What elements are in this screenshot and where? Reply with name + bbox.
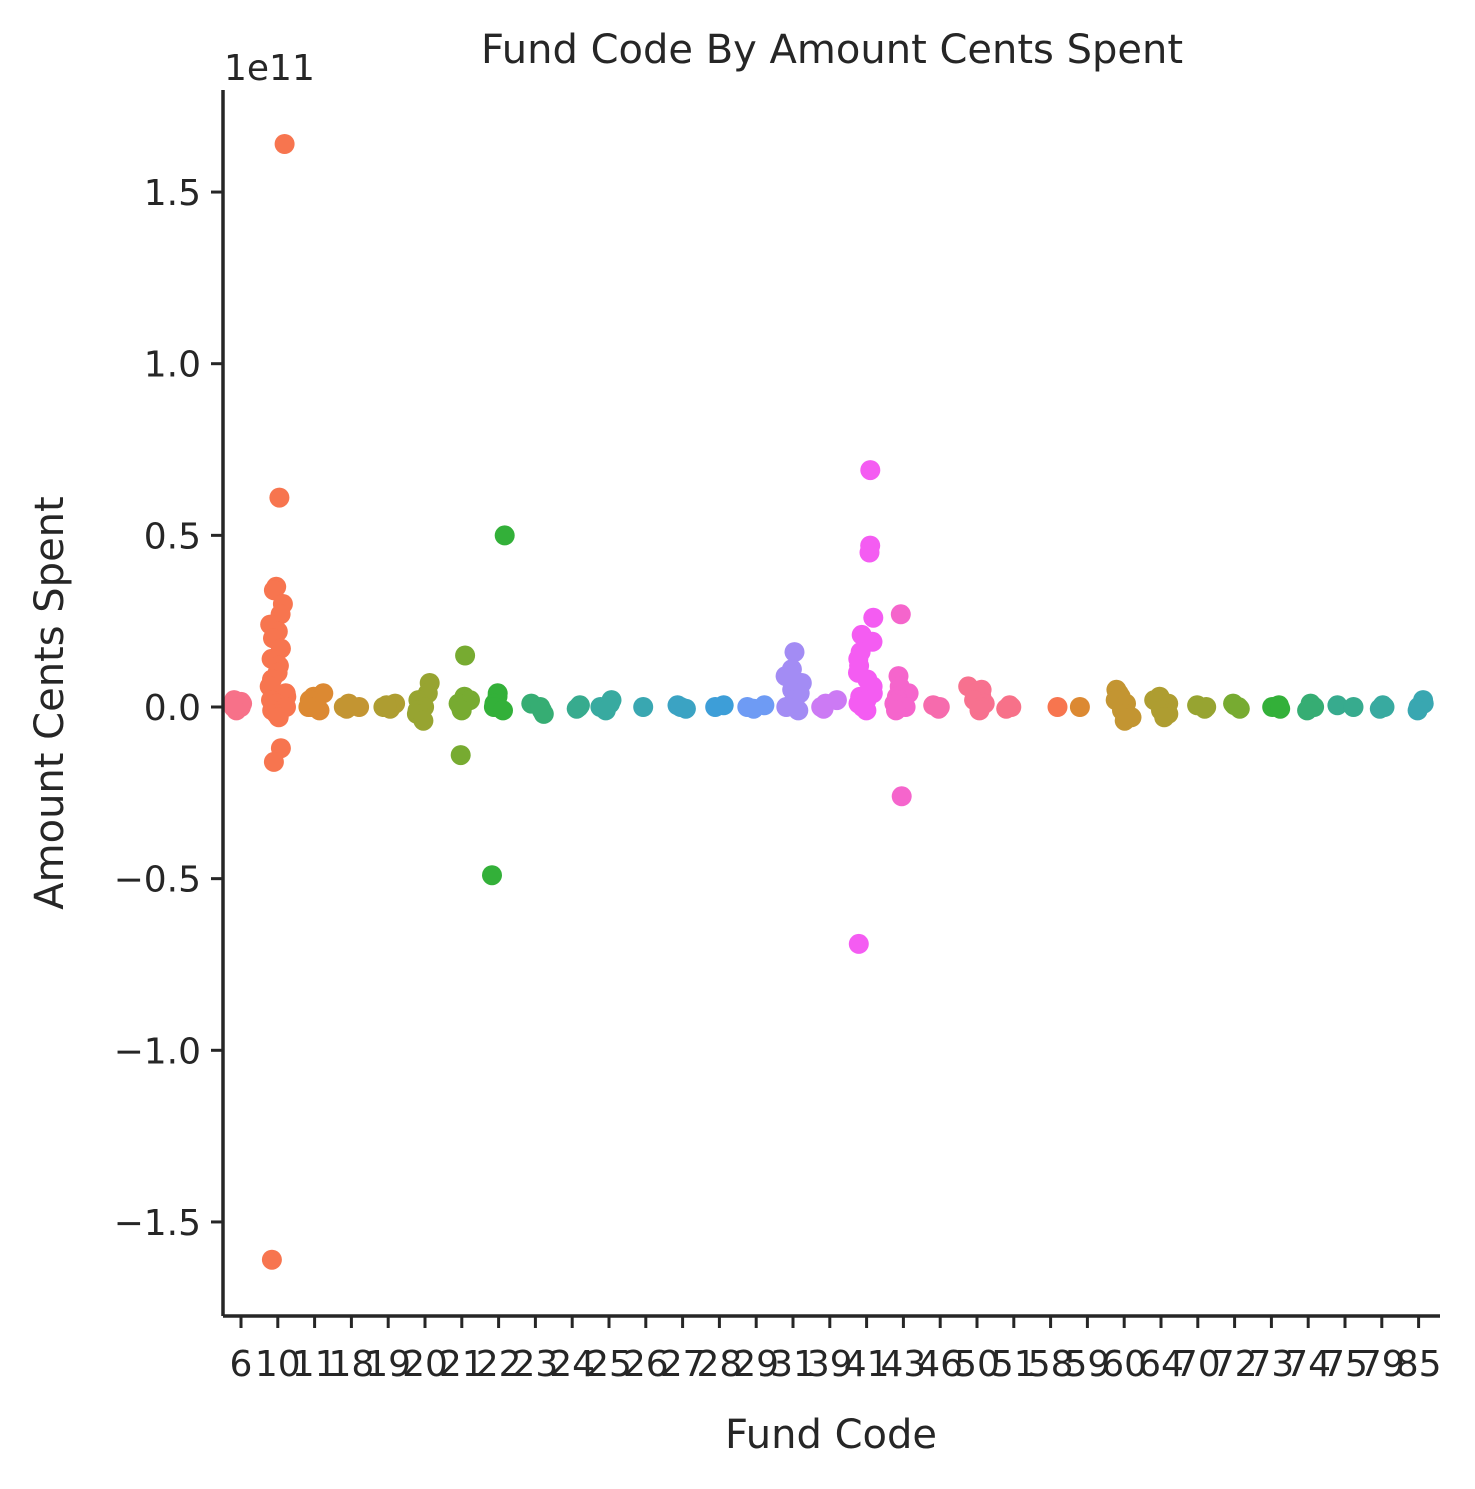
data-point [336, 698, 357, 719]
data-point [223, 697, 244, 717]
x-tick-label: 28 [696, 1344, 742, 1385]
x-tick-label: 24 [549, 1344, 595, 1385]
data-point [1407, 700, 1428, 721]
x-tick-label: 79 [1359, 1344, 1405, 1385]
y-axis-ticks: −1.5 −1.0 −0.5 0.0 0.5 1.0 1.5 [114, 173, 223, 1244]
x-tick-label: 39 [807, 1344, 853, 1385]
data-point [848, 933, 869, 954]
data-point [566, 698, 587, 719]
x-tick-label: 59 [1064, 1344, 1110, 1385]
x-tick-label: 18 [328, 1344, 374, 1385]
y-tick-label: −0.5 [114, 860, 201, 901]
x-tick-label: 50 [954, 1344, 1000, 1385]
data-point [996, 698, 1017, 719]
y-tick-label: 1.0 [144, 345, 201, 386]
data-point [675, 698, 696, 719]
x-tick-label: 25 [586, 1344, 632, 1385]
y-tick-label: 0.0 [144, 688, 201, 729]
x-tick-label: 60 [1101, 1344, 1147, 1385]
data-point [309, 700, 330, 721]
x-tick-label: 41 [844, 1344, 890, 1385]
data-point [1114, 710, 1135, 731]
data-point [269, 487, 290, 508]
data-point [1327, 695, 1348, 716]
data-point [863, 607, 884, 628]
data-point [263, 751, 284, 772]
x-tick-label: 43 [880, 1344, 926, 1385]
data-point [493, 700, 513, 721]
data-points [223, 134, 1434, 1270]
x-tick-label: 11 [292, 1344, 338, 1385]
x-tick-label: 10 [255, 1344, 301, 1385]
x-tick-label: 22 [476, 1344, 522, 1385]
x-tick-label: 46 [917, 1344, 963, 1385]
x-tick-label: 51 [991, 1344, 1037, 1385]
y-tick-label: −1.0 [114, 1031, 201, 1072]
data-point [413, 710, 434, 731]
data-point [376, 695, 397, 716]
x-axis-ticks: 6 101118192021222324252627282931394143465… [230, 1316, 1442, 1385]
data-point [1343, 697, 1364, 717]
x-tick-label: 6 [230, 1344, 253, 1385]
x-tick-label: 27 [660, 1344, 706, 1385]
data-point [969, 700, 990, 721]
data-point [633, 697, 654, 717]
x-tick-label: 70 [1175, 1344, 1221, 1385]
data-point [784, 642, 805, 663]
x-tick-label: 23 [512, 1344, 558, 1385]
data-point [860, 460, 881, 481]
data-point [595, 700, 616, 721]
data-point [268, 707, 289, 728]
data-point [859, 542, 880, 563]
x-tick-label: 85 [1396, 1344, 1442, 1385]
data-point [274, 134, 295, 154]
data-point [482, 865, 502, 886]
data-point [533, 703, 554, 724]
data-point [1194, 698, 1215, 719]
data-point [494, 525, 515, 546]
data-point [890, 604, 911, 625]
data-point [261, 1249, 282, 1270]
x-tick-label: 29 [733, 1344, 779, 1385]
x-tick-label: 64 [1138, 1344, 1184, 1385]
data-point [1297, 700, 1318, 721]
x-tick-label: 26 [623, 1344, 669, 1385]
data-point [1229, 698, 1250, 719]
data-point [856, 700, 877, 721]
y-tick-label: 0.5 [144, 516, 201, 557]
x-tick-label: 75 [1322, 1344, 1368, 1385]
x-tick-label: 20 [402, 1344, 448, 1385]
data-point [451, 700, 472, 721]
data-point [705, 697, 726, 717]
data-point [813, 698, 834, 719]
x-tick-label: 73 [1248, 1344, 1294, 1385]
data-point [1047, 697, 1068, 717]
chart-title: Fund Code By Amount Cents Spent [481, 27, 1183, 73]
data-point [891, 786, 912, 807]
x-tick-label: 19 [365, 1344, 411, 1385]
y-axis-title: Amount Cents Spent [27, 496, 73, 909]
x-tick-label: 58 [1028, 1344, 1074, 1385]
data-point [1154, 707, 1175, 728]
data-point [1069, 697, 1090, 717]
data-point [455, 645, 476, 666]
y-offset-label: 1e11 [224, 48, 315, 89]
data-point [450, 745, 471, 766]
x-tick-label: 21 [439, 1344, 485, 1385]
x-axis-title: Fund Code [725, 1412, 937, 1458]
y-tick-label: 1.5 [144, 173, 201, 214]
x-tick-label: 31 [770, 1344, 816, 1385]
x-tick-label: 72 [1212, 1344, 1258, 1385]
data-point [886, 700, 906, 721]
x-tick-label: 74 [1285, 1344, 1331, 1385]
data-point [743, 698, 764, 719]
data-point [1369, 698, 1390, 719]
data-point [788, 700, 809, 721]
data-point [928, 698, 949, 719]
y-tick-label: −1.5 [114, 1203, 201, 1244]
data-point [1270, 698, 1291, 719]
